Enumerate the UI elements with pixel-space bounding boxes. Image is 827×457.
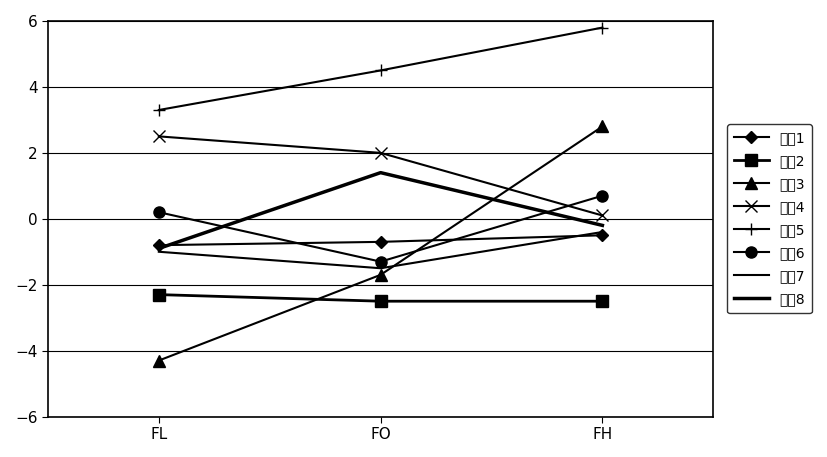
Line: 通道5: 通道5 xyxy=(152,21,609,116)
通道7 xyxy=(597,229,607,235)
通道8 xyxy=(154,246,164,251)
Line: 通道8: 通道8 xyxy=(159,173,602,249)
通道6 xyxy=(375,259,385,265)
通道5 xyxy=(154,107,164,113)
通道5 xyxy=(597,25,607,30)
通道7 xyxy=(375,266,385,271)
Line: 通道1: 通道1 xyxy=(155,231,606,250)
通道2 xyxy=(154,292,164,298)
通道4 xyxy=(597,213,607,218)
通道4 xyxy=(154,133,164,139)
Line: 通道7: 通道7 xyxy=(159,232,602,268)
通道8 xyxy=(375,170,385,175)
通道3 xyxy=(597,124,607,129)
通道8 xyxy=(597,223,607,228)
Line: 通道4: 通道4 xyxy=(152,130,609,222)
通道7 xyxy=(154,249,164,255)
通道1 xyxy=(597,233,607,238)
通道1 xyxy=(375,239,385,244)
Line: 通道2: 通道2 xyxy=(153,289,608,307)
通道2 xyxy=(597,298,607,304)
通道6 xyxy=(154,209,164,215)
通道6 xyxy=(597,193,607,198)
通道4 xyxy=(375,150,385,155)
通道1 xyxy=(154,242,164,248)
通道3 xyxy=(154,358,164,363)
通道3 xyxy=(375,272,385,277)
Line: 通道3: 通道3 xyxy=(153,121,608,366)
通道5 xyxy=(375,68,385,73)
Legend: 通道1, 通道2, 通道3, 通道4, 通道5, 通道6, 通道7, 通道8: 通道1, 通道2, 通道3, 通道4, 通道5, 通道6, 通道7, 通道8 xyxy=(727,124,812,314)
通道2 xyxy=(375,298,385,304)
Line: 通道6: 通道6 xyxy=(153,190,608,267)
